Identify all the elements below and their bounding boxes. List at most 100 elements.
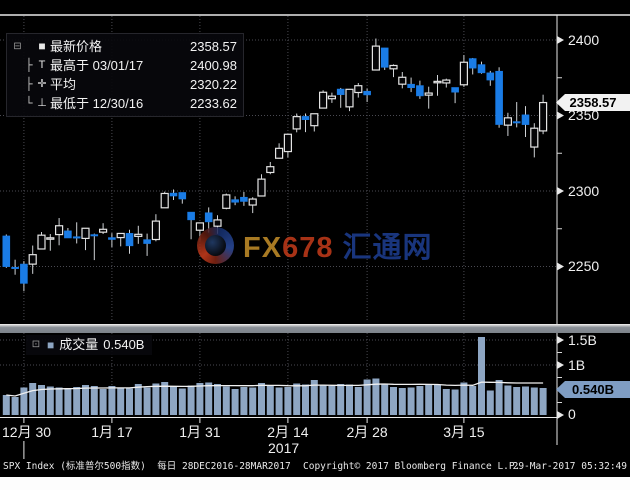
volume-bar [90,386,98,415]
candle-body [81,227,90,240]
axis-tick-arrow [557,336,564,344]
candle-body [327,95,336,100]
volume-bar [108,386,116,415]
x-tick-dec30: 12月 30 [2,424,52,440]
volume-bar [99,389,107,415]
candle-body [125,233,134,247]
volume-bar [486,390,494,415]
candle-body [336,88,345,95]
current-volume-tag: 0.540B [556,381,630,398]
axis-tick-arrow [557,411,564,419]
volume-bar [513,387,521,415]
volume-bar [469,386,477,415]
candle-body [345,88,354,108]
status-copyright: Copyright© 2017 Bloomberg Finance L.P. [303,461,521,472]
candle-body [495,70,503,125]
volume-bar [495,380,503,415]
status-instrument: SPX Index (标准普尔500指数) 每日 28DEC2016-28MAR… [3,461,291,472]
candle-body [257,178,266,197]
volume-bar [205,382,213,415]
x-axis-year-label: 2017 [268,440,300,456]
price-tick-2300: 2300 [568,183,600,199]
candle-body [459,61,468,86]
volume-bar [82,385,89,415]
candle-body [46,237,55,240]
volume-tick-0: 0 [568,406,576,422]
volume-bar [258,383,265,415]
volume-legend-expander-icon[interactable]: ⊡ [31,339,41,350]
candle-body [477,64,486,74]
legend-expander-icon[interactable]: ⊟ [13,41,22,52]
candle-body [363,90,371,96]
volume-bar [214,384,221,415]
legend-row-last-price[interactable]: ⊟ ■ 最新价格 2358.57 [11,37,237,56]
volume-bar [20,387,28,415]
volume-bar [478,337,485,415]
x-tick-feb14: 2月 14 [267,424,309,440]
volume-tick-1b: 1B [568,357,586,373]
volume-bar [126,388,133,415]
volume-bar [425,385,433,415]
candle-body [72,236,81,239]
volume-bar [390,387,397,415]
candle-body [416,85,424,97]
candle-body [54,225,64,236]
pane-divider[interactable] [0,324,630,333]
volume-bar [460,382,468,415]
chart-canvas [0,14,630,459]
candle-body [389,64,398,70]
volume-bar [240,387,248,415]
volume-bar [442,389,450,415]
volume-bar [170,386,177,415]
volume-bar [222,386,230,415]
candle-body [240,196,248,202]
candle-body [521,114,530,125]
candle-body [98,228,108,233]
volume-bar [134,384,142,415]
volume-bar [275,387,283,415]
volume-bar [178,388,186,415]
candle-body [151,220,160,241]
volume-legend-label: 成交量 [59,337,99,352]
candle-body [319,91,328,109]
volume-bar [29,383,37,415]
volume-average-line [6,381,544,397]
last-price-tag: 2358.57 [556,94,630,111]
candle-body [11,266,19,269]
volume-bar [302,384,309,415]
candle-body [160,192,169,209]
candle-body [187,211,195,221]
volume-legend[interactable]: ⊡ ■ 成交量 0.540B [26,335,153,355]
volume-bar [46,386,54,415]
volume-bar [187,385,195,415]
average-marker-icon: ✛ [37,78,47,90]
candle-body [468,58,477,69]
status-timestamp: 29-Mar-2017 05:32:49 [512,461,627,472]
candle-body [64,230,72,239]
candle-body [486,72,495,81]
candle-body [37,234,46,250]
volume-bar [55,387,63,415]
candle-body [20,263,28,284]
bottom-strip [0,477,630,490]
candle-body [231,199,239,203]
candle-body [116,232,125,239]
legend-label: 平均 [50,77,77,92]
candle-body [538,101,548,132]
legend-value: 2320.22 [190,77,237,92]
legend-label: 最高于 03/01/17 [50,58,144,73]
low-whisker-icon: ⊥ [37,97,47,109]
candle-body [442,79,451,84]
candle-body [398,76,407,85]
volume-bar [161,382,169,415]
volume-bar [38,385,45,415]
x-tick-feb28: 2月 28 [346,424,388,440]
volume-bar [522,386,529,415]
candle-body [451,87,459,93]
legend-row-low[interactable]: └ ⊥ 最低于 12/30/16 2233.62 [25,96,237,111]
volume-bar [337,384,345,415]
legend-row-average[interactable]: ├ ✛ 平均 2320.22 [25,77,237,92]
legend-row-high[interactable]: ├ T 最高于 03/01/17 2400.98 [25,58,237,73]
volume-bar [346,384,353,415]
